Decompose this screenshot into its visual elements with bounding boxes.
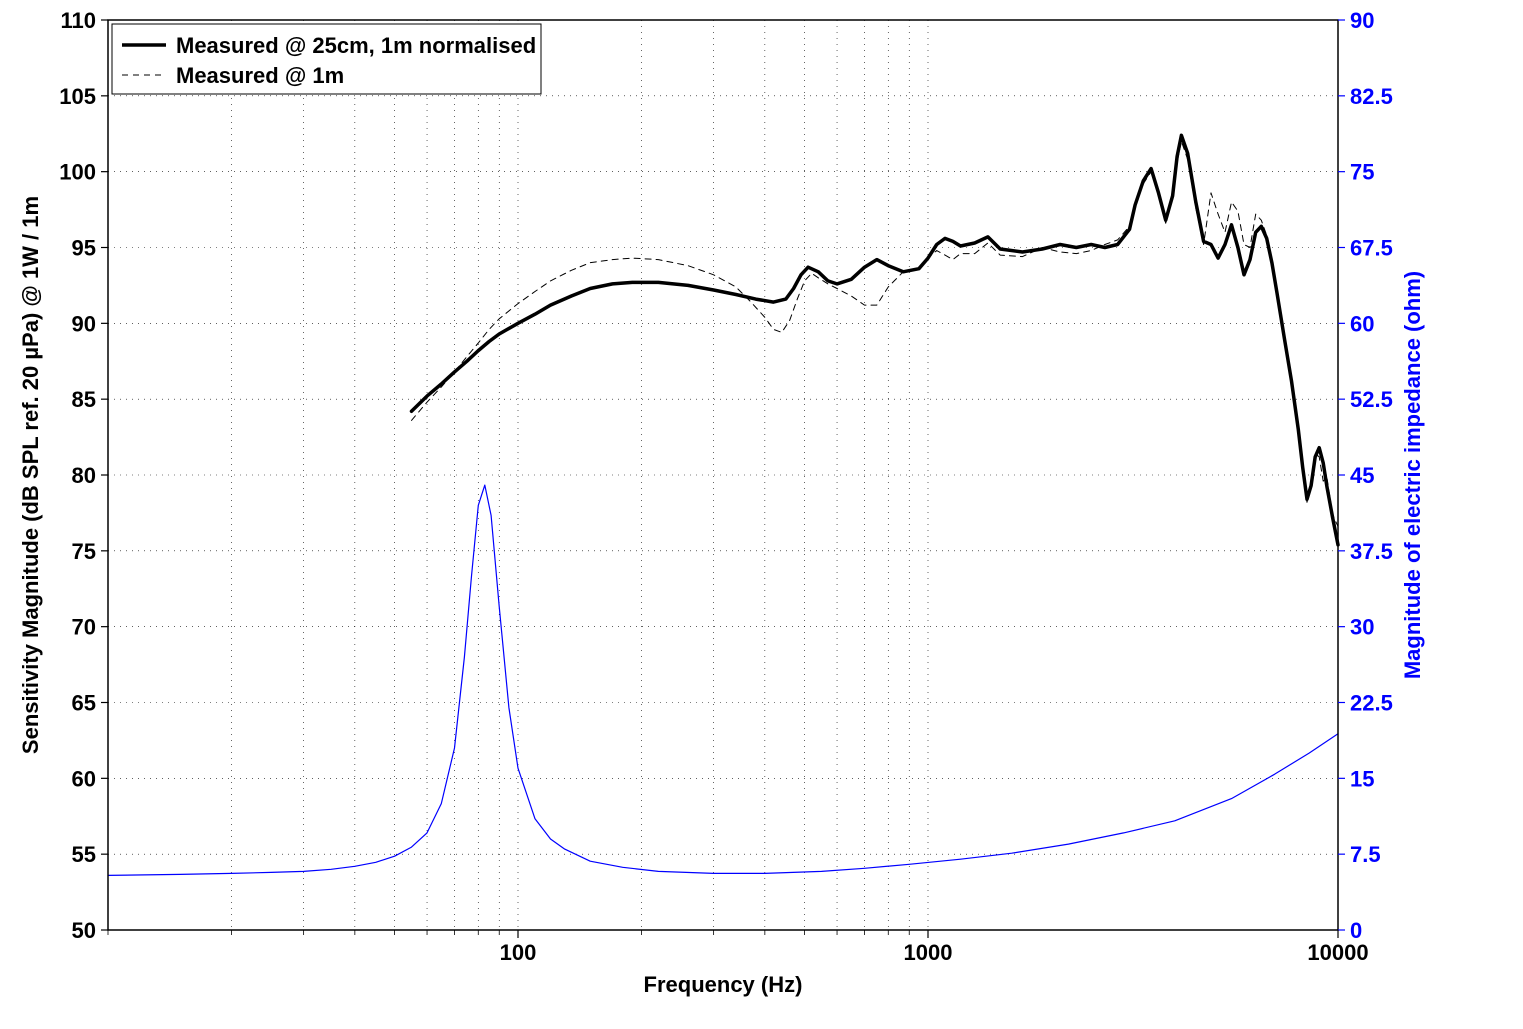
ytick-right: 75 [1350, 160, 1374, 185]
plot-border [108, 20, 1338, 930]
ytick-left: 110 [61, 8, 97, 33]
ytick-left: 105 [59, 84, 96, 109]
ytick-right: 60 [1350, 311, 1374, 336]
xtick: 10000 [1307, 940, 1368, 965]
legend-label: Measured @ 25cm, 1m normalised [176, 33, 536, 58]
ytick-right: 7.5 [1350, 842, 1381, 867]
x-axis-label: Frequency (Hz) [644, 972, 803, 997]
xtick: 100 [500, 940, 537, 965]
ytick-right: 15 [1350, 766, 1374, 791]
ytick-left: 100 [59, 160, 96, 185]
ytick-left: 55 [72, 842, 96, 867]
legend-label: Measured @ 1m [176, 63, 344, 88]
chart-svg: 5055606570758085909510010511007.51522.53… [0, 0, 1523, 1029]
ytick-left: 85 [72, 387, 96, 412]
grid [108, 20, 1338, 930]
series-impedance [108, 485, 1338, 875]
series-measured_1m [412, 141, 1339, 526]
chart-container: 5055606570758085909510010511007.51522.53… [0, 0, 1523, 1029]
ytick-left: 70 [72, 615, 96, 640]
ytick-right: 52.5 [1350, 387, 1393, 412]
ytick-left: 65 [72, 691, 96, 716]
ytick-left: 90 [72, 311, 96, 336]
ytick-right: 30 [1350, 615, 1374, 640]
ytick-right: 45 [1350, 463, 1374, 488]
ytick-left: 60 [72, 766, 96, 791]
legend: Measured @ 25cm, 1m normalised Measured @… [112, 24, 541, 94]
ytick-left: 50 [72, 918, 96, 943]
ytick-right: 67.5 [1350, 236, 1393, 261]
series-group [108, 135, 1338, 875]
ytick-right: 90 [1350, 8, 1374, 33]
y-left-axis-label: Sensitivity Magnitude (dB SPL ref. 20 µP… [18, 196, 43, 754]
ytick-right: 22.5 [1350, 691, 1393, 716]
ytick-right: 37.5 [1350, 539, 1393, 564]
series-measured_25cm_norm [412, 135, 1339, 545]
ytick-right: 82.5 [1350, 84, 1393, 109]
xtick: 1000 [904, 940, 953, 965]
ytick-left: 75 [72, 539, 96, 564]
ytick-left: 80 [72, 463, 96, 488]
ytick-left: 95 [72, 236, 96, 261]
y-right-axis-label: Magnitude of electric impedance (ohm) [1400, 271, 1425, 679]
